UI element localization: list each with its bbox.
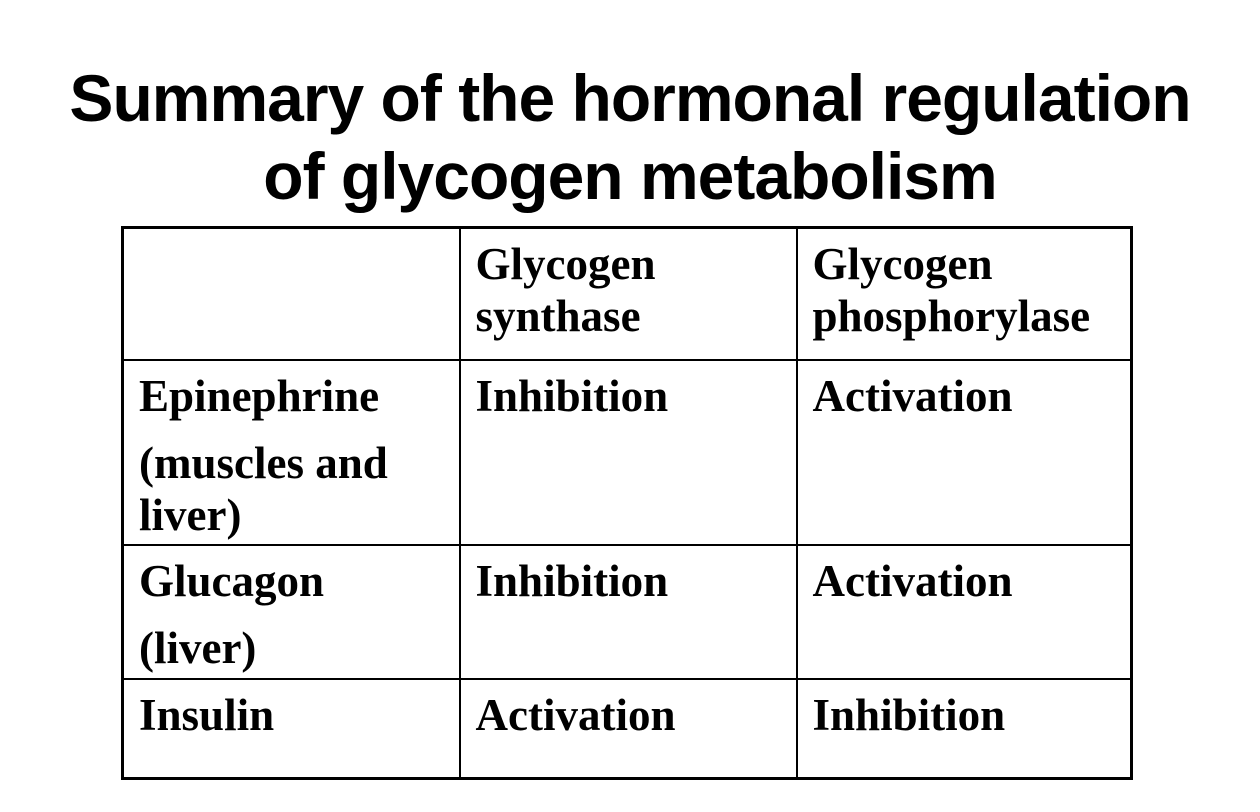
hormone-cell-glucagon: Glucagon (liver) [121, 543, 461, 680]
phosphorylase-effect-cell-insulin: Inhibition [795, 677, 1133, 780]
hormone-cell-epinephrine: Epinephrine (muscles and liver) [121, 358, 461, 546]
table-row-insulin: Insulin Activation Inhibition [121, 677, 1133, 780]
table-row-epinephrine: Epinephrine (muscles and liver) Inhibiti… [121, 358, 1133, 546]
page-title-line-2: of glycogen metabolism [263, 139, 997, 214]
hormonal-regulation-table: Glycogen synthase Glycogen phosphorylase… [121, 226, 1133, 780]
phosphorylase-effect-cell-glucagon: Activation [795, 543, 1133, 680]
synthase-effect-cell-insulin: Activation [458, 677, 798, 780]
page-title-line-1: Summary of the hormonal regulation [69, 61, 1191, 136]
table-header-row: Glycogen synthase Glycogen phosphorylase [121, 226, 1133, 361]
phosphorylase-effect-cell-epinephrine: Activation [795, 358, 1133, 546]
hormone-cell-insulin: Insulin [121, 677, 461, 780]
header-cell-glycogen-synthase: Glycogen synthase [458, 226, 798, 361]
table-row-glucagon: Glucagon (liver) Inhibition Activation [121, 543, 1133, 680]
header-cell-glycogen-phosphorylase: Glycogen phosphorylase [795, 226, 1133, 361]
hormone-name: Epinephrine [139, 370, 380, 421]
hormone-name: Insulin [139, 689, 275, 740]
hormone-name: Glucagon [139, 555, 325, 606]
page-title: Summary of the hormonal regulation of gl… [0, 60, 1260, 216]
synthase-effect-cell-epinephrine: Inhibition [458, 358, 798, 546]
header-cell-empty [121, 226, 461, 361]
synthase-effect-cell-glucagon: Inhibition [458, 543, 798, 680]
hormone-location: (muscles and liver) [139, 437, 388, 540]
hormone-location: (liver) [139, 622, 257, 673]
